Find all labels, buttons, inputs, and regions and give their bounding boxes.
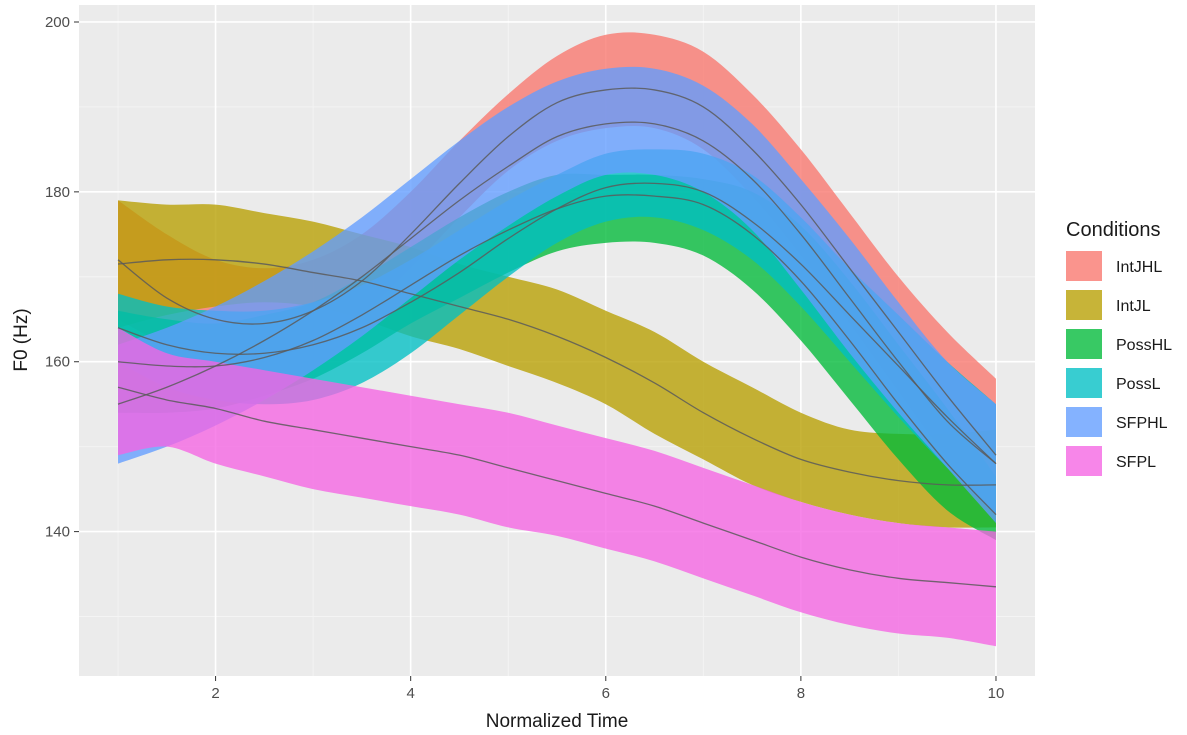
mean-line-sfphl [117,121,997,465]
legend-key-intjhl [1066,251,1102,281]
ribbon-sfpl [118,327,996,647]
legend-title: Conditions [1066,219,1161,241]
mean-line-intjhl [117,87,997,456]
legend-key-possl [1066,368,1102,398]
x-tick-label: 10 [988,685,1005,702]
x-axis-title: Normalized Time [486,711,629,732]
legend-label-posshl: PossHL [1116,337,1172,354]
legend-key-posshl [1066,329,1102,359]
mean-line-possl [117,182,997,465]
legend-key-sfphl [1066,407,1102,437]
legend-key-intjl [1066,290,1102,320]
ribbons [118,32,996,647]
y-tick-label: 180 [45,184,70,201]
y-tick-label: 140 [45,524,70,541]
mean-line-posshl [117,194,997,516]
x-tick-label: 4 [407,685,415,702]
legend-label-intjhl: IntJHL [1116,259,1162,276]
mean-line-intjl [117,258,996,486]
legend-key-sfpl [1066,446,1102,476]
legend-label-intjl: IntJL [1116,298,1151,315]
y-tick-label: 200 [45,14,70,31]
mean-line-sfpl [117,386,997,588]
x-tick-label: 2 [211,685,219,702]
x-axis: 2 4 6 8 10 [211,676,1004,702]
ribbon-sfphl [118,66,996,524]
legend: Conditions IntJHL IntJL PossHL PossL SFPHL SF… [1066,219,1172,476]
legend-label-possl: PossL [1116,376,1161,393]
x-tick-label: 6 [602,685,610,702]
legend-label-sfphl: SFPHL [1116,415,1168,432]
y-axis-title: F0 (Hz) [11,308,32,371]
mean-lines [117,87,997,588]
legend-label-sfpl: SFPL [1116,454,1156,471]
x-tick-label: 8 [797,685,805,702]
y-tick-label: 160 [45,354,70,371]
y-axis: 140 160 180 200 [45,14,79,541]
